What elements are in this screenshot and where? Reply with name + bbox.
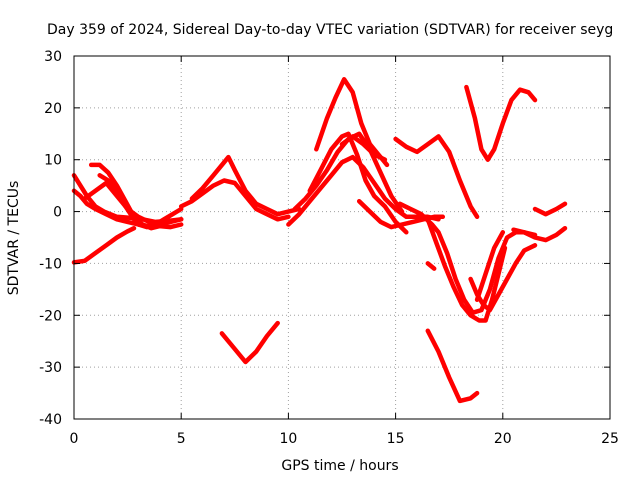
series-line-arc-6 <box>97 173 184 230</box>
series-line-arc-20 <box>425 261 437 271</box>
y-tick-label: 30 <box>44 49 62 65</box>
y-tick-label: -10 <box>39 256 62 272</box>
series-line-arc-16 <box>393 134 480 220</box>
x-tick-label: 10 <box>279 431 297 447</box>
series-layer <box>71 77 568 404</box>
series-line-arc-15 <box>356 198 446 230</box>
series-line-arc-9 <box>219 320 280 365</box>
grid-layer <box>74 56 610 419</box>
y-tick-label: -30 <box>39 360 62 376</box>
y-axis-label: SDTVAR / TECUs <box>6 181 22 296</box>
series-line-arc-18 <box>425 217 508 323</box>
series-line-arc-14 <box>339 134 388 162</box>
series-line-arc-12 <box>307 131 409 235</box>
series-line-arc-23 <box>474 230 506 302</box>
plot-frame <box>73 55 611 420</box>
series-line-arc-7 <box>178 178 291 222</box>
series-line-arc-24 <box>511 225 568 243</box>
series-line-arc-25 <box>532 201 568 217</box>
series-line-arc-8 <box>189 154 302 217</box>
x-tick-label: 0 <box>70 431 79 447</box>
y-tick-label: -40 <box>39 412 62 428</box>
x-tick-label: 20 <box>494 431 512 447</box>
y-tick-label: 0 <box>53 205 62 221</box>
y-tick-label: 10 <box>44 153 62 169</box>
chart-title: Day 359 of 2024, Sidereal Day-to-day VTE… <box>47 22 613 38</box>
series-line-arc-19 <box>425 328 480 404</box>
series-line-arc-13 <box>314 77 390 168</box>
tick-layer: 0 5 10 15 20 25 -40 -30 -20 -10 0 10 20 30 <box>39 49 619 447</box>
y-tick-label: 20 <box>44 101 62 117</box>
y-tick-label: -20 <box>39 308 62 324</box>
series-line-arc-22 <box>464 84 538 162</box>
x-tick-label: 15 <box>387 431 405 447</box>
x-axis-label: GPS time / hours <box>281 458 398 474</box>
x-tick-label: 25 <box>601 431 619 447</box>
x-tick-label: 5 <box>177 431 186 447</box>
series-line-arc-1 <box>71 225 137 265</box>
